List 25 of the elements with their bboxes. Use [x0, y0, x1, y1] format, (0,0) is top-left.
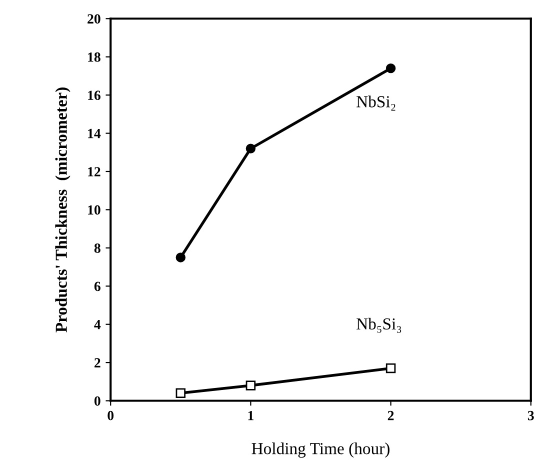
- y-tick-label: 10: [88, 205, 100, 215]
- y-tick-label: 20: [88, 14, 100, 24]
- point: [246, 144, 256, 154]
- y-tick-label: 2: [94, 358, 100, 368]
- x-tick-label: 0: [108, 410, 114, 420]
- point: [176, 388, 186, 398]
- series-label: NbSi₂: [356, 96, 396, 111]
- y-tick-label: 8: [94, 243, 100, 253]
- y-tick-label: 6: [94, 282, 100, 292]
- x-tick-label: 2: [388, 410, 394, 420]
- point: [386, 363, 396, 374]
- y-tick-label: 12: [88, 167, 100, 176]
- x-axis-title: Holding Time (hour): [252, 442, 390, 458]
- y-tick-label: 0: [94, 396, 100, 406]
- y-tick-label: 4: [94, 320, 101, 330]
- point: [176, 252, 186, 262]
- y-tick-label: 18: [88, 52, 100, 62]
- y-tick-label: 14: [88, 128, 101, 138]
- x-tick-label: 1: [248, 410, 254, 420]
- series-label: Nb₅Si₃: [356, 318, 402, 333]
- y-axis-title: Products' Thickness (micrometer): [55, 88, 70, 332]
- x-tick-label: 3: [528, 410, 534, 420]
- point: [246, 380, 256, 390]
- point: [386, 63, 396, 74]
- y-tick-label: 16: [88, 90, 100, 100]
